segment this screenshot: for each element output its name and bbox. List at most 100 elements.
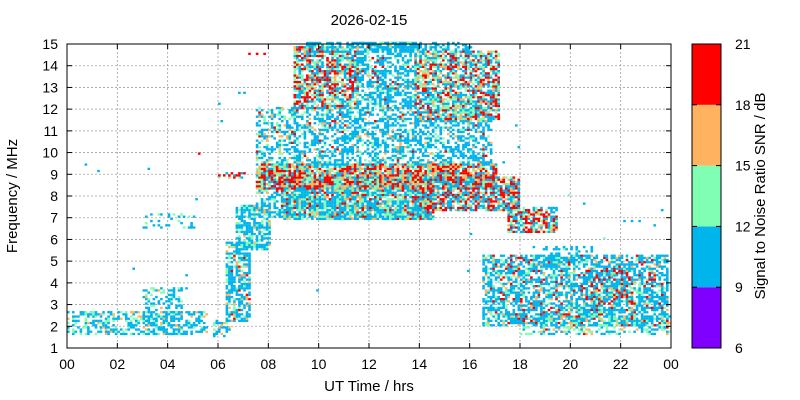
snr-cell	[79, 330, 83, 333]
snr-cell	[321, 163, 324, 166]
snr-cell	[308, 187, 312, 190]
snr-cell	[77, 315, 80, 318]
snr-cell	[245, 278, 249, 281]
snr-cell	[492, 189, 495, 192]
snr-cell	[265, 137, 269, 140]
snr-cell	[150, 321, 153, 325]
snr-cell	[436, 124, 440, 127]
snr-cell	[336, 215, 339, 218]
snr-cell	[394, 135, 397, 138]
snr-cell	[321, 215, 324, 218]
snr-cell	[255, 239, 259, 242]
snr-cell	[293, 165, 297, 168]
snr-cell	[127, 324, 130, 327]
snr-cell	[190, 330, 193, 333]
snr-cell	[452, 176, 455, 179]
snr-cell	[132, 326, 135, 329]
snr-cell	[389, 193, 392, 197]
snr-cell	[321, 109, 324, 112]
snr-cell	[384, 150, 387, 153]
snr-cell	[230, 269, 234, 273]
snr-cell	[499, 196, 503, 199]
snr-cell	[197, 321, 201, 325]
snr-cell	[240, 206, 244, 210]
snr-cell	[124, 315, 128, 318]
snr-cell	[356, 182, 359, 186]
snr-cell	[431, 202, 435, 205]
snr-cell	[288, 189, 292, 192]
snr-cell	[444, 178, 448, 181]
snr-cell	[341, 150, 344, 153]
snr-cell	[316, 169, 319, 173]
snr-cell	[240, 217, 244, 220]
snr-cell	[442, 137, 445, 140]
snr-cell	[414, 167, 417, 170]
snr-cell	[406, 213, 410, 216]
snr-cell	[291, 172, 294, 175]
snr-cell	[240, 308, 244, 312]
snr-cell	[323, 120, 327, 123]
snr-cell	[421, 196, 425, 199]
snr-cell	[384, 165, 387, 168]
snr-cell	[487, 206, 490, 210]
snr-cell	[228, 261, 231, 264]
snr-cell	[414, 213, 417, 216]
snr-cell	[439, 167, 443, 170]
snr-cell	[228, 252, 231, 255]
snr-cell	[457, 111, 460, 114]
snr-cell	[177, 300, 181, 303]
snr-cell	[313, 191, 317, 194]
snr-cell	[346, 139, 349, 142]
snr-cell	[298, 154, 302, 157]
snr-cell	[326, 213, 329, 216]
snr-cell	[275, 187, 279, 190]
snr-cell	[389, 167, 392, 170]
snr-cell	[376, 200, 380, 203]
snr-cell	[235, 250, 239, 253]
snr-cell	[364, 213, 367, 216]
snr-cell	[482, 182, 485, 186]
snr-cell	[155, 289, 158, 292]
snr-cell	[301, 174, 304, 177]
snr-cell	[442, 169, 445, 173]
snr-cell	[263, 217, 266, 220]
snr-cell	[155, 319, 158, 322]
snr-cell	[379, 193, 382, 197]
snr-cell	[313, 209, 317, 212]
snr-cell	[275, 165, 279, 168]
snr-cell	[283, 182, 286, 186]
snr-cell	[260, 248, 264, 251]
snr-cell	[192, 313, 196, 316]
snr-cell	[331, 176, 334, 179]
snr-cell	[112, 315, 115, 318]
snr-cell	[376, 126, 380, 129]
snr-cell	[366, 122, 370, 125]
snr-cell	[484, 169, 488, 173]
snr-cell	[301, 169, 304, 173]
snr-cell	[97, 330, 100, 333]
snr-cell	[376, 156, 380, 160]
snr-cell	[260, 243, 264, 246]
snr-cell	[434, 176, 437, 179]
snr-cell	[225, 172, 229, 175]
snr-cell	[414, 198, 417, 201]
snr-cell	[250, 243, 254, 246]
snr-cell	[366, 178, 370, 181]
snr-cell	[258, 146, 261, 149]
snr-cell	[414, 202, 417, 205]
snr-cell	[283, 191, 286, 194]
snr-cell	[200, 330, 203, 333]
snr-cell	[346, 113, 349, 116]
snr-cell	[250, 228, 254, 231]
snr-cell	[399, 217, 402, 220]
snr-cell	[449, 200, 453, 203]
snr-cell	[341, 178, 344, 181]
snr-cell	[484, 122, 488, 125]
snr-cell	[268, 128, 271, 131]
snr-cell	[233, 245, 236, 249]
snr-cell	[374, 206, 377, 210]
snr-cell	[477, 185, 480, 188]
snr-cell	[291, 126, 294, 129]
snr-cell	[258, 230, 261, 233]
snr-cell	[129, 319, 133, 322]
